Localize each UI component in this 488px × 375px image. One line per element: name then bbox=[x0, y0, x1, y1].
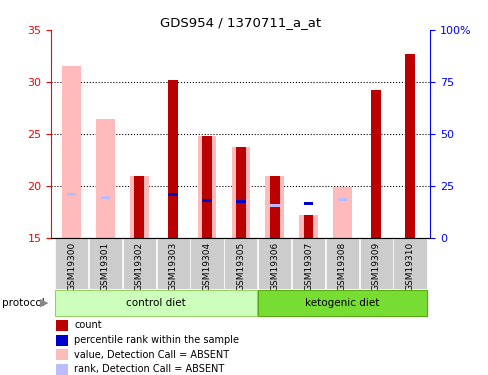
Text: GSM19304: GSM19304 bbox=[202, 242, 211, 291]
Bar bbox=[325, 238, 358, 289]
Bar bbox=[67, 193, 76, 196]
Bar bbox=[56, 364, 67, 375]
Bar bbox=[89, 238, 122, 289]
Bar bbox=[56, 349, 67, 360]
Bar bbox=[393, 238, 426, 289]
Bar bbox=[337, 198, 346, 201]
Text: rank, Detection Call = ABSENT: rank, Detection Call = ABSENT bbox=[74, 364, 224, 374]
Text: control diet: control diet bbox=[126, 298, 186, 308]
Text: ketogenic diet: ketogenic diet bbox=[305, 298, 379, 308]
Bar bbox=[96, 120, 115, 238]
Bar bbox=[101, 196, 110, 199]
Bar bbox=[224, 238, 257, 289]
Bar bbox=[303, 202, 313, 205]
Text: GSM19303: GSM19303 bbox=[168, 242, 177, 291]
Bar bbox=[303, 215, 313, 238]
Text: percentile rank within the sample: percentile rank within the sample bbox=[74, 335, 239, 345]
Text: GSM19300: GSM19300 bbox=[67, 242, 76, 291]
Bar bbox=[202, 136, 211, 238]
Text: GSM19302: GSM19302 bbox=[135, 242, 143, 291]
Bar bbox=[236, 200, 245, 203]
Bar bbox=[332, 187, 351, 238]
Bar bbox=[265, 176, 284, 238]
Bar bbox=[291, 238, 325, 289]
Bar bbox=[269, 176, 279, 238]
Title: GDS954 / 1370711_a_at: GDS954 / 1370711_a_at bbox=[160, 16, 321, 29]
Bar bbox=[405, 54, 414, 238]
Bar bbox=[55, 290, 257, 316]
Text: GSM19301: GSM19301 bbox=[101, 242, 110, 291]
Bar bbox=[202, 199, 211, 202]
Bar bbox=[134, 176, 144, 238]
Text: GSM19305: GSM19305 bbox=[236, 242, 245, 291]
Text: GSM19309: GSM19309 bbox=[371, 242, 380, 291]
Text: GSM19310: GSM19310 bbox=[405, 242, 414, 291]
Bar bbox=[130, 176, 148, 238]
Bar bbox=[299, 215, 317, 238]
Bar bbox=[258, 238, 291, 289]
Bar bbox=[56, 334, 67, 346]
Bar bbox=[62, 66, 81, 238]
Bar bbox=[258, 290, 426, 316]
Text: value, Detection Call = ABSENT: value, Detection Call = ABSENT bbox=[74, 350, 229, 360]
Bar bbox=[370, 90, 380, 238]
Text: protocol: protocol bbox=[2, 298, 45, 308]
Text: GSM19307: GSM19307 bbox=[304, 242, 312, 291]
Text: GSM19306: GSM19306 bbox=[269, 242, 279, 291]
Bar bbox=[55, 238, 88, 289]
Bar bbox=[156, 238, 189, 289]
Bar bbox=[197, 136, 216, 238]
Bar bbox=[122, 238, 156, 289]
Bar bbox=[168, 193, 178, 196]
Text: count: count bbox=[74, 321, 102, 330]
Text: GSM19308: GSM19308 bbox=[337, 242, 346, 291]
Bar bbox=[168, 80, 178, 238]
Bar bbox=[231, 147, 250, 238]
Bar bbox=[269, 204, 279, 207]
Bar bbox=[236, 147, 245, 238]
Bar bbox=[56, 320, 67, 331]
Text: ▶: ▶ bbox=[40, 298, 48, 308]
Bar bbox=[190, 238, 223, 289]
Bar bbox=[359, 238, 392, 289]
